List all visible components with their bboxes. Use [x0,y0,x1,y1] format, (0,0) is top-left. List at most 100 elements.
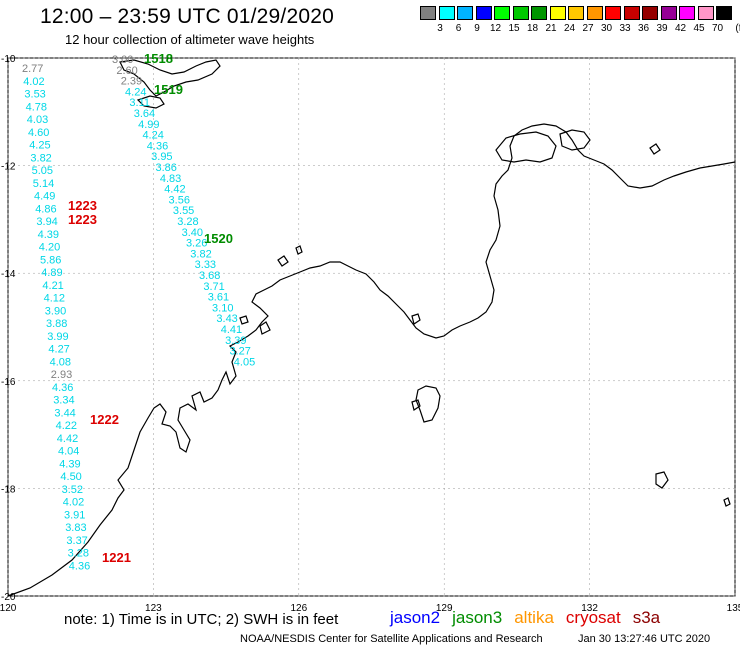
wave-height-value: 4.22 [56,420,77,432]
wave-height-value: 3.61 [208,292,229,304]
wave-height-value: 3.39 [225,335,246,347]
colorbar-swatch [438,6,455,20]
wave-height-value: 4.05 [234,356,255,368]
longitude-tick-label: 132 [581,603,598,614]
wave-height-value: 4.99 [138,119,159,131]
kimberley-coast [7,123,736,597]
small-island-9 [259,321,271,335]
colorbar-swatch [475,6,492,20]
colorbar-swatch [623,6,640,20]
small-island-5 [277,255,289,267]
wave-height-value: 4.02 [23,76,44,88]
wave-height-value: 4.20 [39,242,60,254]
latitude-tick-label: -10 [1,54,16,65]
wave-height-value: 3.40 [182,227,203,239]
wave-height-value: 2.93 [51,369,72,381]
wave-height-value: 5.05 [32,165,53,177]
satellite-legend: jason2 jason3 altika cryosat s3a [390,608,672,628]
small-island-1 [411,399,421,411]
wave-height-value: 4.39 [38,229,59,241]
wave-height-value: 3.68 [199,270,220,282]
colorbar-label: 24 [563,23,576,34]
colorbar-unit: (ft) [735,23,740,34]
colorbar-swatch [605,6,621,20]
pass-time-tag: 1222 [90,412,119,427]
latitude-tick-label: -20 [1,592,16,603]
wave-height-value: 3.53 [24,89,45,101]
colorbar-label: 18 [526,23,539,34]
legend-altika: altika [514,608,554,627]
latitude-tick-label: -18 [1,484,16,495]
east-track-values: 3.002.602.394.243.113.644.994.244.363.95… [112,54,255,368]
legend-cryosat: cryosat [565,608,621,627]
small-island-8 [239,315,249,325]
wave-height-value: 3.00 [112,54,133,66]
colorbar-swatch [660,6,677,20]
wave-height-value: 4.25 [29,140,50,152]
wave-height-value: 2.39 [121,76,142,88]
wave-height-value: 3.33 [195,259,216,271]
wave-height-value: 4.24 [142,130,163,142]
colorbar-swatch [679,6,695,20]
wave-height-value: 4.42 [164,184,185,196]
colorbar-label: 12 [489,23,502,34]
wave-height-value: 3.82 [190,248,211,260]
legend-jason2: jason2 [390,608,441,627]
longitude-tick-label: 129 [436,603,453,614]
wave-height-value: 4.36 [69,560,90,572]
legend-s3a: s3a [632,608,661,627]
wave-height-value: 5.14 [33,178,54,190]
legend-jason3: jason3 [452,608,503,627]
wave-height-value: 3.28 [68,548,89,560]
wave-height-value: 4.39 [59,458,80,470]
colorbar-swatch [531,6,547,20]
generation-timestamp: Jan 30 13:27:46 UTC 2020 [578,633,711,645]
wave-height-value: 4.50 [60,471,81,483]
pass-time-tag: 1518 [144,51,173,66]
small-island-7 [723,497,731,507]
wave-height-value: 3.64 [134,108,155,120]
wave-height-value: 4.02 [63,497,84,509]
small-island-4 [295,245,303,255]
wave-height-value: 3.99 [47,331,68,343]
small-island-6 [649,143,661,155]
colorbar-swatch [697,6,714,20]
colorbar-swatch [642,6,658,20]
map-title: 12:00 – 23:59 UTC 01/29/2020 [40,5,334,28]
wave-height-value: 3.44 [54,407,75,419]
longitude-tick-label: 126 [290,603,307,614]
wave-height-value: 3.11 [129,97,150,109]
wave-height-value: 3.37 [66,535,87,547]
pass-time-tag: 1520 [204,231,233,246]
wave-height-value: 4.78 [26,101,47,113]
wave-height-value: 3.26 [186,238,207,250]
pass-time-tag: 1519 [154,82,183,97]
wave-height-value: 2.77 [22,63,43,75]
colorbar-label: 30 [600,23,613,34]
colorbar-swatch [716,6,732,20]
colorbar-label: 3 [437,23,443,34]
colorbar-label: 21 [545,23,557,34]
colorbar-label: 33 [619,23,631,34]
colorbar-swatch [420,6,436,20]
colorbar-swatch [512,6,529,20]
colorbar-label: 15 [508,23,520,34]
wave-height-value: 3.83 [65,522,86,534]
colorbar-swatch [457,6,473,20]
wave-height-value: 3.86 [156,162,177,174]
wave-height-value: 3.28 [177,216,198,228]
wave-height-value: 5.86 [40,254,61,266]
west-track-values: 2.774.023.534.784.034.604.253.825.055.14… [22,63,90,572]
footer-note: note: 1) Time is in UTC; 2) SWH is in fe… [64,611,339,628]
credit-line: NOAA/NESDIS Center for Satellite Applica… [240,633,543,645]
wave-height-value: 3.88 [46,318,67,330]
longitude-tick-label: 135 [727,603,740,614]
wave-height-value: 3.56 [169,194,190,206]
wave-height-value: 3.71 [203,281,224,293]
wave-height-value: 2.60 [116,65,137,77]
map-grid: 120 123 126 129 132 135 -10 -12 -14 -16 -18 -20 [0,54,740,614]
latitude-tick-label: -12 [1,162,16,173]
small-island-2 [655,471,669,489]
wave-height-value: 3.27 [229,346,250,358]
